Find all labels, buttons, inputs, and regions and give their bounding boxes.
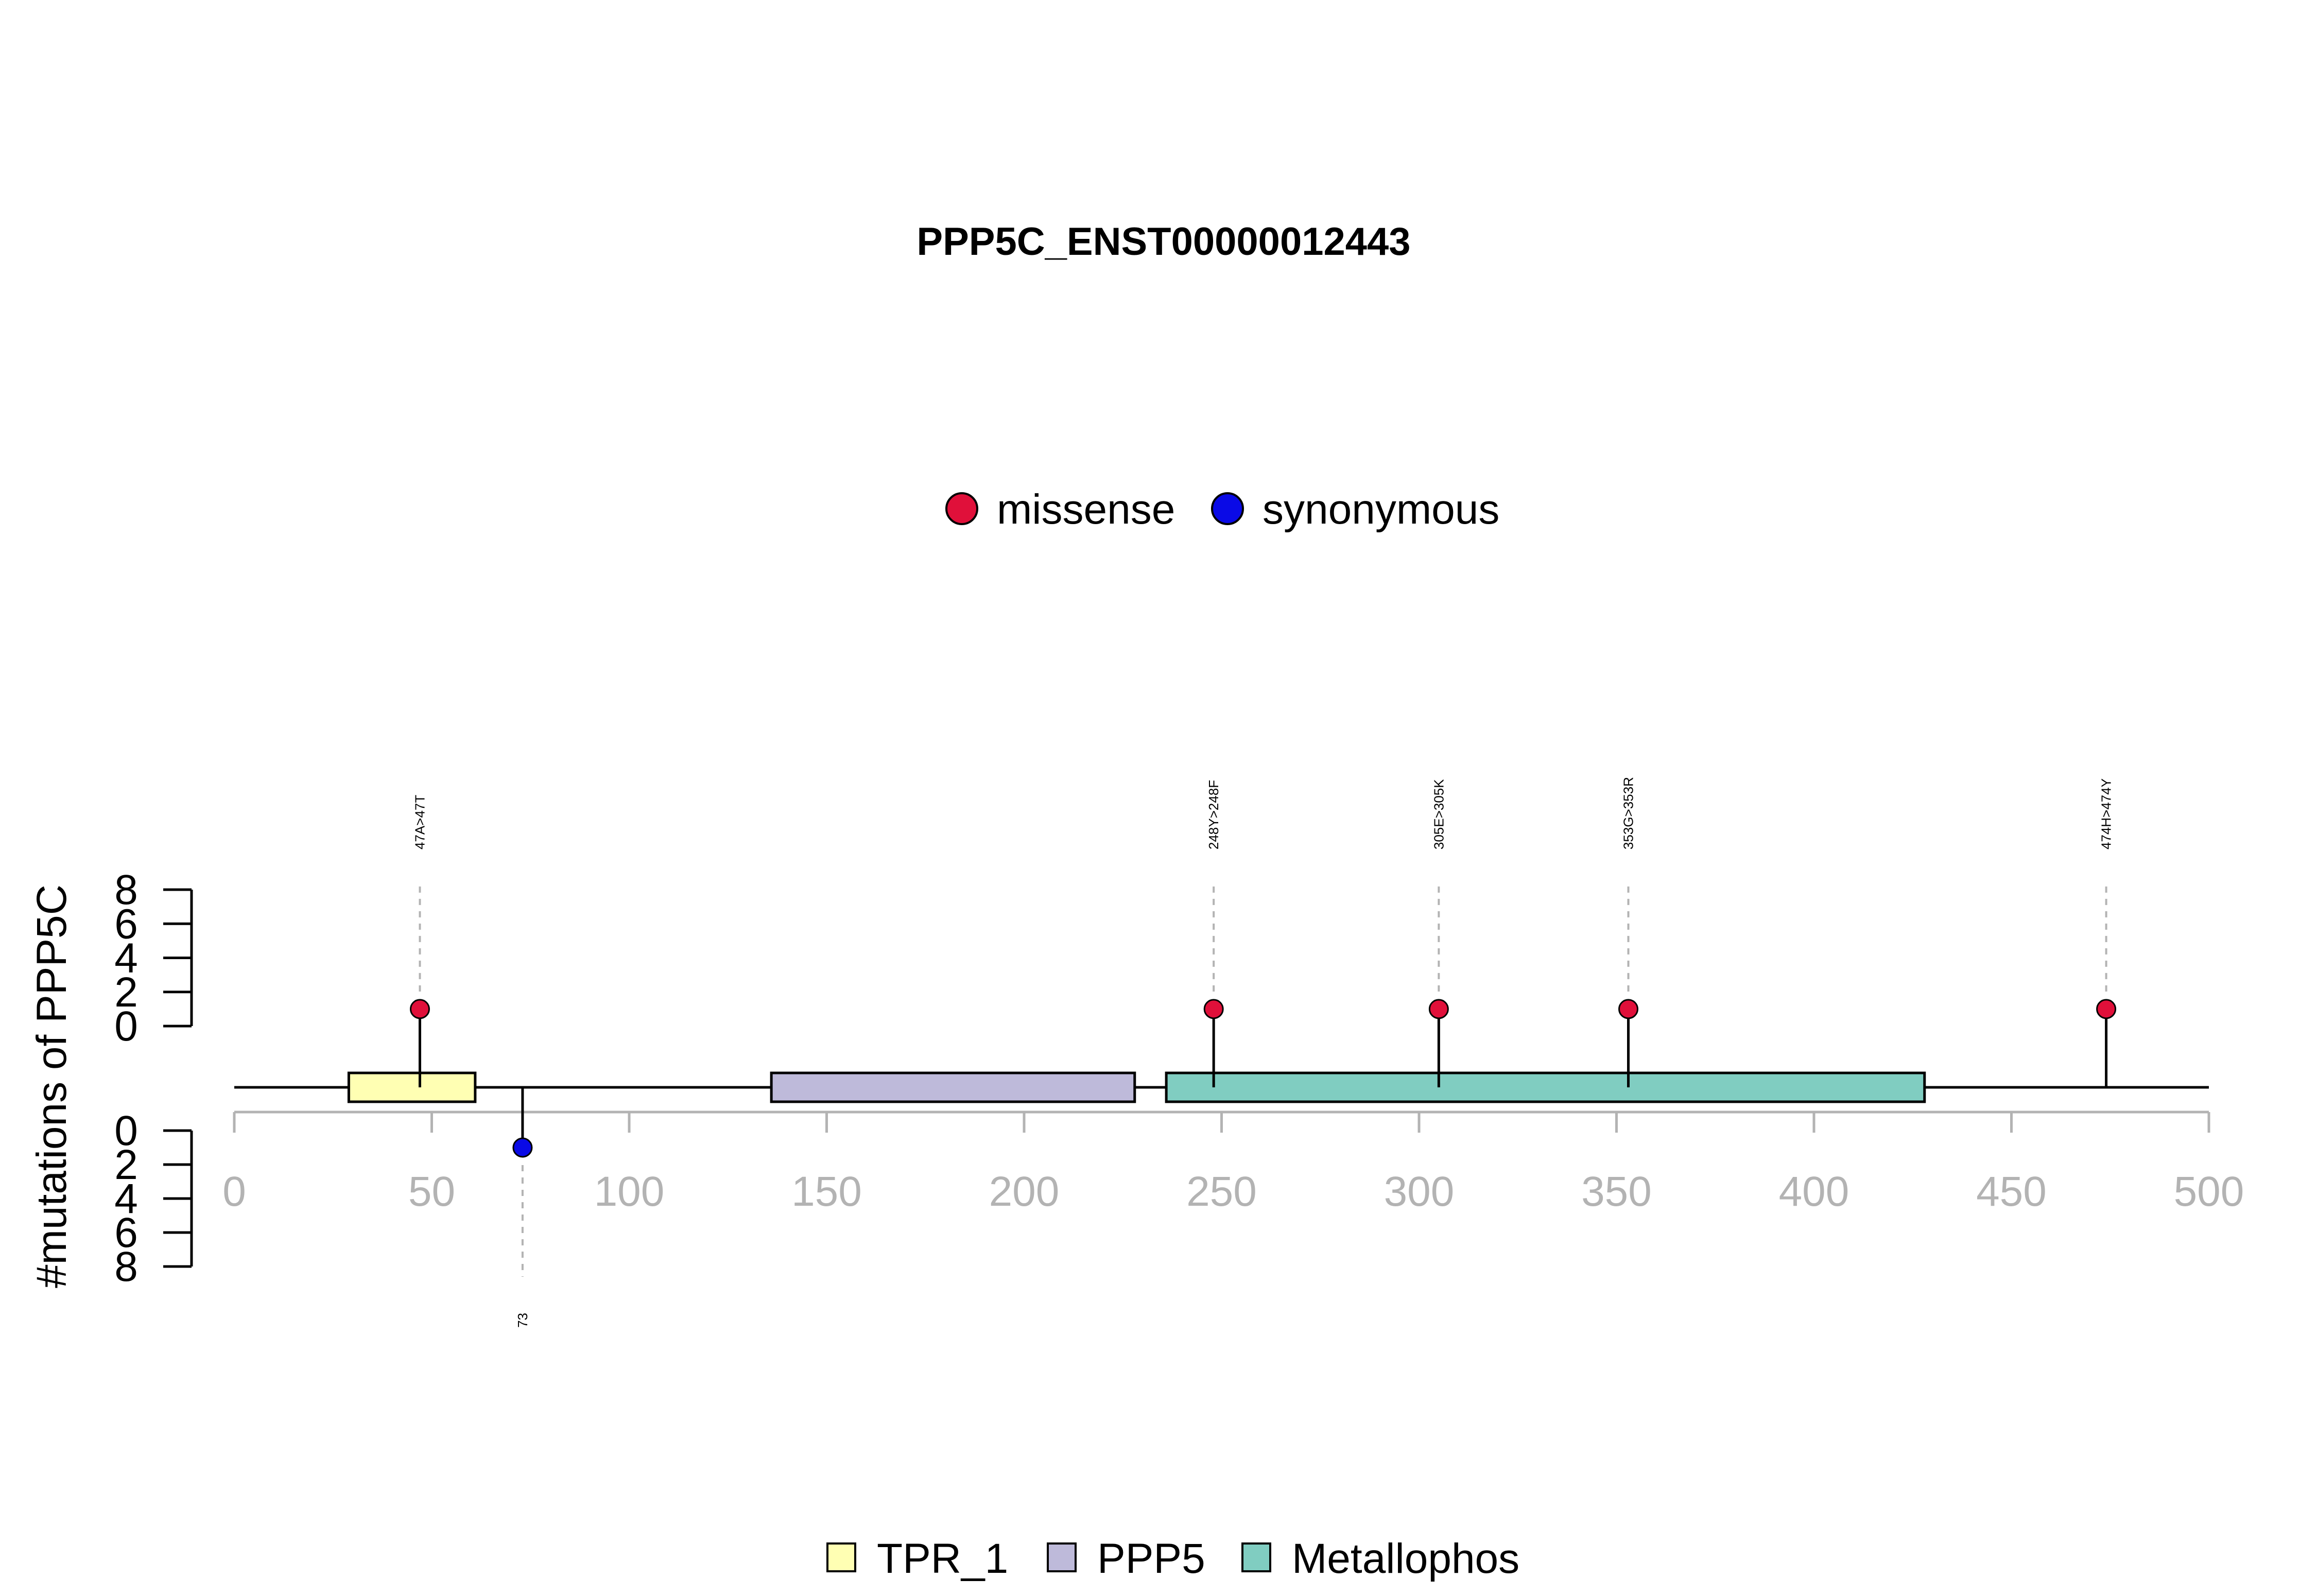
mutation-legend: missense synonymous [945,486,1499,533]
mutation-label: 305E>305K [1431,779,1446,849]
mutation-point [1203,999,1224,1019]
mutation-point [1428,999,1449,1019]
legend-label-synonymous: synonymous [1263,486,1499,533]
domain-legend: TPR_1 PPP5 Metallophos [826,1535,1519,1582]
x-tick-label: 450 [1976,1168,2047,1215]
y-tick-label-top: 2 [114,969,138,1016]
y-tick-label-top: 6 [114,900,138,947]
y-tick-label-bottom: 8 [114,1243,138,1290]
x-tick-label: 500 [2174,1168,2244,1215]
legend-swatch-TPR_1 [826,1542,856,1572]
mutation-lollipops: 47A>47T 73 248Y>248F 305E>305K 353G>353R 474H… [409,777,2117,1328]
mutation-label: 474H>474Y [2099,778,2114,849]
mutation-point [409,999,430,1019]
x-tick-label: 0 [222,1168,246,1215]
x-tick-label: 200 [989,1168,1060,1215]
legend-marker-missense [945,492,978,525]
y-axis-label: #mutations of PPP5C [28,884,75,1288]
mutation-label: 73 [515,1313,530,1328]
legend-label-TPR_1: TPR_1 [877,1535,1008,1582]
mutation-label: 248Y>248F [1206,780,1221,849]
domain-TPR_1 [347,1071,477,1103]
mutation-248Y>248F: 248Y>248F [1203,780,1224,1087]
legend-label-Metallophos: Metallophos [1292,1535,1519,1582]
y-tick-label-top: 4 [114,935,138,982]
legend-label-missense: missense [997,486,1175,533]
x-tick-label: 50 [408,1168,455,1215]
y-tick-label-top: 0 [114,1003,138,1050]
mutation-point [2096,999,2117,1019]
y-tick-label-top: 8 [114,866,138,913]
domain-Metallophos [1165,1071,1926,1103]
legend-marker-synonymous [1211,492,1244,525]
mutation-474H>474Y: 474H>474Y [2096,778,2117,1087]
y-tick-label-bottom: 0 [114,1107,138,1154]
mutation-point [512,1137,533,1158]
x-tick-label: 400 [1779,1168,1849,1215]
x-tick-label: 350 [1581,1168,1652,1215]
domain-PPP5 [770,1071,1136,1103]
y-tick-label-bottom: 4 [114,1175,138,1222]
mutation-label: 353G>353R [1621,777,1636,849]
mutation-73: 73 [512,1087,533,1328]
mutation-47A>47T: 47A>47T [409,795,430,1087]
mutation-label: 47A>47T [412,795,427,849]
mutation-305E>305K: 305E>305K [1428,779,1449,1087]
mutation-353G>353R: 353G>353R [1618,777,1639,1087]
mutation-point [1618,999,1639,1019]
x-tick-label: 100 [594,1168,665,1215]
x-tick-label: 250 [1186,1168,1257,1215]
legend-swatch-PPP5 [1047,1542,1077,1572]
legend-label-PPP5: PPP5 [1097,1535,1205,1582]
y-tick-label-bottom: 6 [114,1209,138,1256]
x-tick-label: 150 [791,1168,862,1215]
chart-title: PPP5C_ENST00000012443 [917,220,1410,264]
legend-swatch-Metallophos [1241,1542,1271,1572]
x-tick-label: 300 [1384,1168,1455,1215]
y-tick-label-bottom: 2 [114,1141,138,1188]
x-axis: 0 50 100 150 200 250 300 350 400 450 500 [222,1111,2244,1215]
domain-boxes [347,1071,1926,1103]
